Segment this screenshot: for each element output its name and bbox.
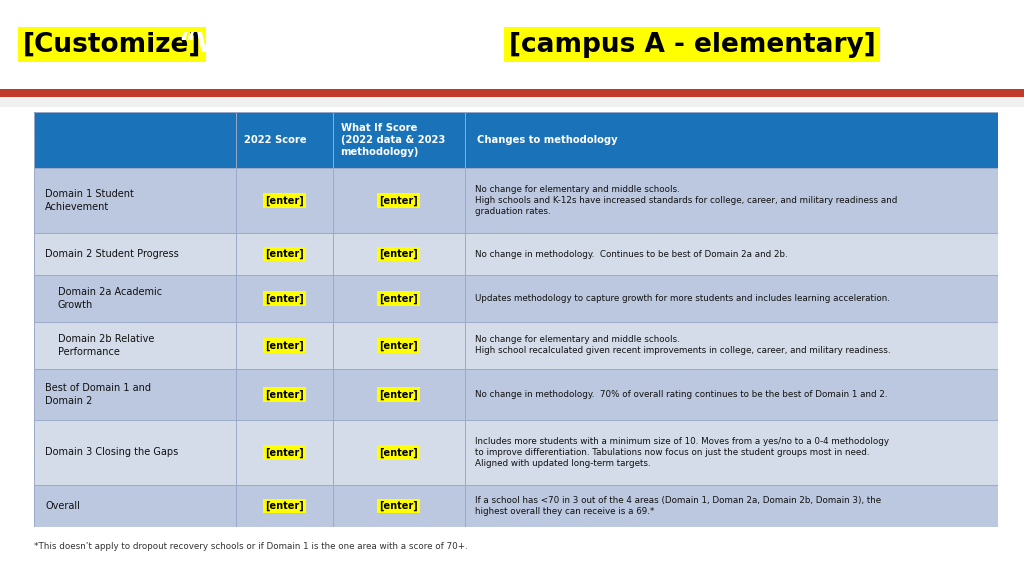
Text: [enter]: [enter] <box>265 294 304 304</box>
Text: [enter]: [enter] <box>265 389 304 400</box>
Text: TEA: TEA <box>914 17 986 51</box>
Text: No change in methodology.  70% of overall rating continues to be the best of Dom: No change in methodology. 70% of overall… <box>474 390 887 399</box>
Text: Includes more students with a minimum size of 10. Moves from a yes/no to a 0-4 m: Includes more students with a minimum si… <box>474 437 889 468</box>
Text: Domain 3 Closing the Gaps: Domain 3 Closing the Gaps <box>45 448 178 457</box>
Text: [enter]: [enter] <box>265 448 304 457</box>
Text: [enter]: [enter] <box>265 195 304 206</box>
FancyBboxPatch shape <box>34 112 998 168</box>
FancyBboxPatch shape <box>34 275 998 322</box>
Text: What If Score
(2022 data & 2023
methodology): What If Score (2022 data & 2023 methodol… <box>341 123 444 157</box>
Text: [campus A - elementary]: [campus A - elementary] <box>509 32 876 58</box>
Text: “What If” ratings for: “What If” ratings for <box>179 32 500 58</box>
Text: No change in methodology.  Continues to be best of Domain 2a and 2b.: No change in methodology. Continues to b… <box>474 249 787 259</box>
Text: [enter]: [enter] <box>265 501 304 511</box>
Text: If a school has <70 in 3 out of the 4 areas (Domain 1, Doman 2a, Domain 2b, Doma: If a school has <70 in 3 out of the 4 ar… <box>474 496 881 516</box>
Text: *This doesn’t apply to dropout recovery schools or if Domain 1 is the one area w: *This doesn’t apply to dropout recovery … <box>34 542 467 551</box>
FancyBboxPatch shape <box>34 420 998 485</box>
FancyBboxPatch shape <box>34 322 998 369</box>
Text: [enter]: [enter] <box>380 249 418 259</box>
Text: [enter]: [enter] <box>265 249 304 259</box>
Text: Texas Education Agency: Texas Education Agency <box>912 65 988 70</box>
Text: [enter]: [enter] <box>380 501 418 511</box>
Text: Domain 1 Student
Achievement: Domain 1 Student Achievement <box>45 190 134 212</box>
FancyBboxPatch shape <box>34 168 998 233</box>
Text: Domain 2 Student Progress: Domain 2 Student Progress <box>45 249 179 259</box>
Bar <box>0 89 1024 97</box>
FancyBboxPatch shape <box>34 233 998 275</box>
Text: Overall: Overall <box>45 501 80 511</box>
Text: Updates methodology to capture growth for more students and includes learning ac: Updates methodology to capture growth fo… <box>474 294 890 303</box>
Text: No change for elementary and middle schools.
High school recalculated given rece: No change for elementary and middle scho… <box>474 335 890 355</box>
Text: [enter]: [enter] <box>265 340 304 351</box>
Text: Domain 2b Relative
Performance: Domain 2b Relative Performance <box>58 334 155 357</box>
Text: 2022 Score: 2022 Score <box>244 135 307 145</box>
Text: [enter]: [enter] <box>380 294 418 304</box>
Bar <box>0 97 1024 107</box>
Text: [enter]: [enter] <box>380 448 418 457</box>
Text: Changes to methodology: Changes to methodology <box>476 135 617 145</box>
Text: [Customize]: [Customize] <box>23 32 201 58</box>
FancyBboxPatch shape <box>34 485 998 527</box>
Text: [enter]: [enter] <box>380 195 418 206</box>
Text: No change for elementary and middle schools.
High schools and K-12s have increas: No change for elementary and middle scho… <box>474 185 897 216</box>
Text: Best of Domain 1 and
Domain 2: Best of Domain 1 and Domain 2 <box>45 383 152 406</box>
Text: [enter]: [enter] <box>380 340 418 351</box>
FancyBboxPatch shape <box>34 369 998 420</box>
Text: Domain 2a Academic
Growth: Domain 2a Academic Growth <box>58 287 162 310</box>
Text: [enter]: [enter] <box>380 389 418 400</box>
